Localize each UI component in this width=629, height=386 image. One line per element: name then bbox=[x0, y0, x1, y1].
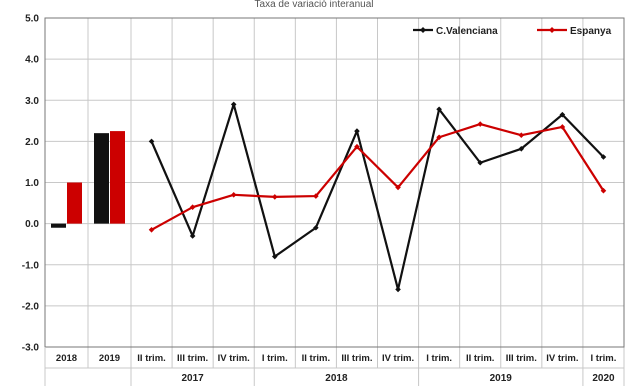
point-es bbox=[395, 184, 401, 191]
point-es bbox=[230, 192, 237, 198]
line-layer bbox=[148, 101, 607, 293]
x-tick-label: III trim. bbox=[341, 353, 372, 364]
point-es bbox=[271, 194, 278, 200]
year-group-label: 2018 bbox=[325, 373, 348, 384]
point-cv bbox=[559, 111, 566, 118]
y-tick-label: 2.0 bbox=[25, 137, 39, 148]
x-tick-label: 2018 bbox=[56, 353, 77, 364]
point-cv bbox=[189, 233, 196, 239]
grid-layer bbox=[44, 17, 625, 368]
chart-legend: C.Valenciana Espanya bbox=[413, 26, 612, 37]
point-es bbox=[148, 226, 155, 233]
x-tick-label: I trim. bbox=[426, 353, 452, 364]
axis-layer bbox=[44, 17, 625, 386]
bar-layer bbox=[51, 131, 125, 228]
x-tick-label: II trim. bbox=[302, 353, 331, 364]
series-line-cv bbox=[150, 103, 605, 291]
y-tick-label: 0.0 bbox=[25, 219, 39, 230]
point-cv bbox=[436, 106, 442, 113]
bar-cv bbox=[94, 133, 109, 224]
x-tick-label: IV trim. bbox=[218, 353, 250, 364]
y-tick-label: -1.0 bbox=[22, 260, 40, 271]
year-group-label: 2019 bbox=[490, 373, 513, 384]
y-tick-label: 1.0 bbox=[25, 178, 39, 189]
legend-cv-marker bbox=[420, 27, 426, 33]
point-cv bbox=[477, 159, 484, 166]
x-tick-label: IV trim. bbox=[546, 353, 578, 364]
point-es bbox=[436, 134, 442, 141]
point-es bbox=[189, 204, 196, 210]
y-tick-label: -2.0 bbox=[22, 301, 40, 312]
y-tick-label: -3.0 bbox=[22, 343, 40, 354]
point-cv bbox=[600, 154, 607, 160]
point-es bbox=[354, 143, 360, 150]
x-tick-label: III trim. bbox=[177, 353, 208, 364]
legend-es-marker bbox=[549, 27, 555, 33]
chart-title: Taxa de variació interanual bbox=[255, 0, 374, 10]
label-layer: 5.0 4.0 3.0 2.0 1.0 0.0 -1.0 -2.0 -3.0 2018 2019 II… bbox=[22, 14, 617, 385]
plot-frame bbox=[44, 17, 625, 348]
x-tick-label: II trim. bbox=[137, 353, 166, 364]
point-cv bbox=[271, 253, 278, 260]
point-cv bbox=[395, 286, 401, 293]
x-tick-label: 2019 bbox=[99, 353, 120, 364]
bar-es bbox=[110, 131, 125, 224]
series-line-es bbox=[151, 123, 605, 231]
point-cv bbox=[518, 145, 525, 152]
legend-es-label: Espanya bbox=[570, 26, 612, 37]
point-es bbox=[477, 121, 484, 127]
point-es bbox=[313, 193, 319, 199]
x-tick-label: I trim. bbox=[262, 353, 288, 364]
x-tick-label: IV trim. bbox=[382, 353, 414, 364]
x-tick-label: I trim. bbox=[591, 353, 617, 364]
point-cv bbox=[354, 128, 360, 134]
y-tick-label: 4.0 bbox=[25, 55, 39, 66]
point-cv bbox=[313, 224, 319, 231]
bar-es bbox=[67, 182, 82, 224]
point-es bbox=[518, 132, 525, 139]
x-tick-label: III trim. bbox=[506, 353, 537, 364]
x-tick-label: II trim. bbox=[466, 353, 495, 364]
point-cv bbox=[148, 138, 155, 145]
legend-cv-label: C.Valenciana bbox=[436, 26, 498, 37]
year-group-label: 2020 bbox=[592, 373, 615, 384]
bar-cv bbox=[51, 223, 66, 228]
y-tick-label: 5.0 bbox=[25, 14, 39, 25]
point-es bbox=[559, 124, 566, 130]
year-group-label: 2017 bbox=[182, 373, 205, 384]
point-cv bbox=[230, 101, 237, 108]
point-es bbox=[600, 187, 607, 194]
y-tick-label: 3.0 bbox=[25, 96, 39, 107]
